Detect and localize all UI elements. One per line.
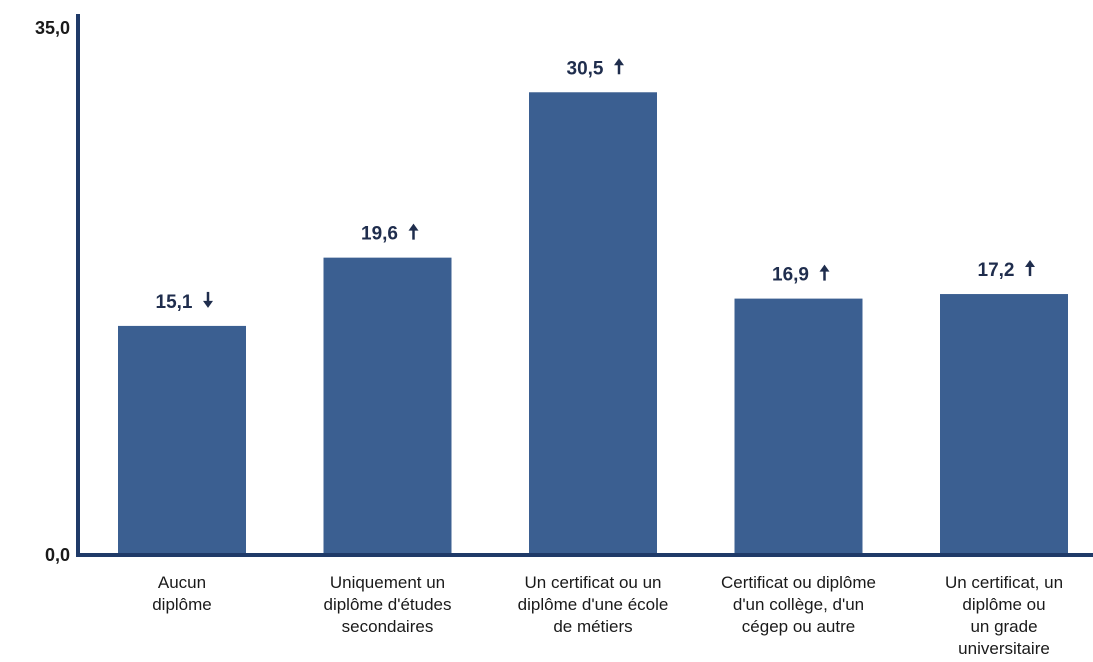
category-label-1: Aucun diplôme [152,573,212,614]
bar-1 [118,325,246,555]
value-label-3: 30,5 [567,58,604,79]
category-labels-group: Aucun diplôme Uniquement un diplôme d'étude… [152,573,1063,658]
value-label-4: 16,9 [772,265,809,286]
bars-group [118,92,1068,556]
bar-3 [529,92,657,556]
arrow-up-icon [1025,260,1035,277]
category-label-2: Uniquement un diplôme d'études secondaires [324,573,452,636]
arrow-up-icon [408,223,419,240]
arrow-up-icon [819,264,830,281]
arrow-up-icon [614,58,624,75]
value-label-2: 19,6 [361,224,398,245]
bar-5 [940,294,1068,555]
y-tick-label-max: 35,0 [35,18,70,38]
value-label-5: 17,2 [978,260,1015,281]
category-label-5: Un certificat, un diplôme ou un grade unive… [945,573,1063,658]
arrow-down-icon [203,291,213,308]
bar-2 [323,257,452,555]
bar-4 [734,298,863,555]
value-label-1: 15,1 [156,292,193,313]
category-label-3: Un certificat ou un diplôme d'une école de… [518,573,669,636]
category-label-4: Certificat ou diplôme d'un collège, d'un c… [721,573,876,636]
y-tick-label-min: 0,0 [45,545,70,565]
value-labels-group: 15,1 19,6 30,5 16,9 17,2 [156,58,1035,313]
